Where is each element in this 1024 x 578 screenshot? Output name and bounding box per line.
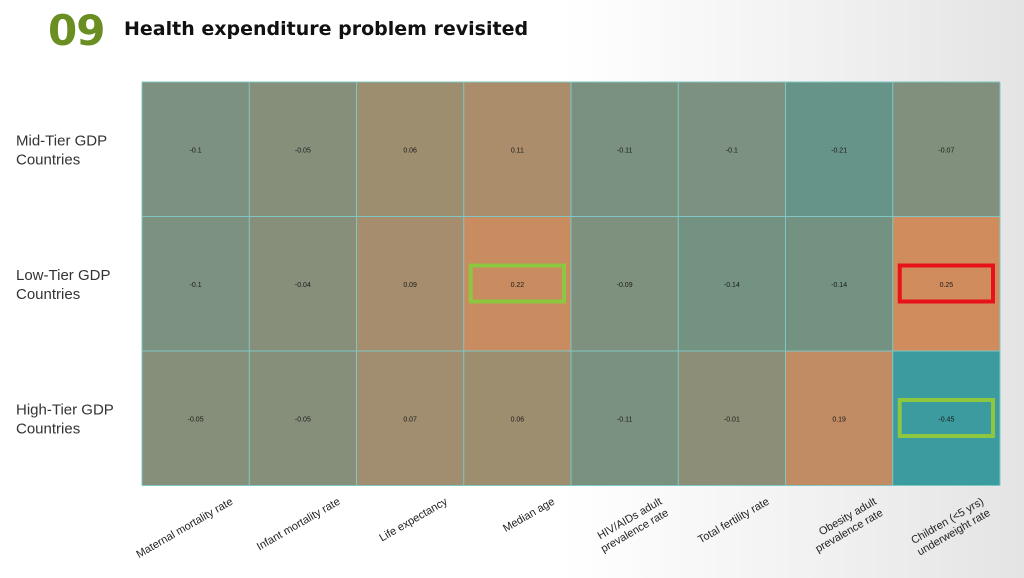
heatmap-cell — [356, 216, 464, 351]
cell-value-label: -0.05 — [295, 147, 311, 154]
cell-value-label: -0.01 — [724, 416, 740, 423]
cell-value-label: -0.09 — [617, 282, 633, 289]
column-label: Infant mortality rate — [255, 496, 343, 553]
cell-value-label: -0.05 — [188, 416, 204, 423]
cell-value-label: -0.04 — [295, 282, 311, 289]
cell-value-label: -0.14 — [831, 282, 847, 289]
heatmap-cell — [785, 82, 893, 217]
heatmap-cell — [463, 216, 571, 351]
heatmap-cell — [785, 351, 893, 486]
highlight-box — [468, 263, 566, 304]
heatmap-cell — [571, 82, 679, 217]
heatmap-cell — [463, 351, 571, 486]
heatmap-cell — [356, 82, 464, 217]
heatmap-cell — [142, 216, 250, 351]
row-label: Mid-Tier GDP Countries — [16, 132, 107, 168]
heatmap-cell — [892, 351, 1000, 486]
heatmap-cell — [678, 82, 786, 217]
heatmap-cell — [678, 216, 786, 351]
column-label: Maternal mortality rate — [134, 496, 235, 561]
cell-value-label: -0.11 — [617, 147, 633, 154]
heatmap-cell — [463, 82, 571, 217]
cell-value-label: -0.1 — [190, 147, 202, 154]
heatmap-cell — [892, 216, 1000, 351]
cell-value-label: -0.07 — [938, 147, 954, 154]
column-label: Total fertility rate — [696, 496, 771, 546]
slide-number: 09 — [48, 6, 105, 55]
slide-title: Health expenditure problem revisited — [124, 18, 529, 40]
cell-value-label: -0.1 — [726, 147, 738, 154]
cell-value-label: -0.21 — [831, 147, 847, 154]
cell-value-label: -0.14 — [724, 282, 740, 289]
heatmap-cell — [678, 351, 786, 486]
heatmap-cell — [249, 216, 357, 351]
heatmap-cell — [785, 216, 893, 351]
heatmap-cell — [356, 351, 464, 486]
cell-value-label: -0.11 — [617, 416, 633, 423]
column-label: Life expectancy — [377, 495, 450, 544]
heatmap-cell — [571, 351, 679, 486]
cell-value-label: -0.45 — [938, 416, 954, 423]
row-label: Low-Tier GDP Countries — [16, 267, 110, 303]
row-label: High-Tier GDP Countries — [16, 401, 114, 437]
cell-value-label: 0.06 — [511, 416, 525, 423]
column-label: Children (<5 yrs)underweight rate — [909, 496, 992, 559]
cell-value-label: 0.09 — [403, 282, 417, 289]
cell-value-label: -0.1 — [190, 282, 202, 289]
cell-value-label: 0.07 — [403, 416, 417, 423]
cell-value-label: -0.05 — [295, 416, 311, 423]
heatmap-cell — [571, 216, 679, 351]
heatmap-cell — [249, 82, 357, 217]
highlight-box — [897, 398, 995, 438]
highlight-box — [897, 263, 995, 304]
cell-value-label: 0.22 — [511, 282, 525, 289]
heatmap-cell — [142, 351, 250, 486]
cell-value-label: 0.25 — [940, 282, 954, 289]
heatmap-cell — [249, 351, 357, 486]
heatmap-cell — [892, 82, 1000, 217]
column-label: HIV/AIDs adultprevalence rate — [592, 496, 670, 556]
cell-value-label: 0.06 — [403, 147, 417, 154]
column-label: Median age — [501, 496, 557, 535]
cell-value-label: 0.11 — [511, 147, 524, 154]
cell-value-label: 0.19 — [832, 416, 846, 423]
heatmap-cell — [142, 82, 250, 217]
column-label: Obesity adultprevalence rate — [807, 496, 885, 556]
